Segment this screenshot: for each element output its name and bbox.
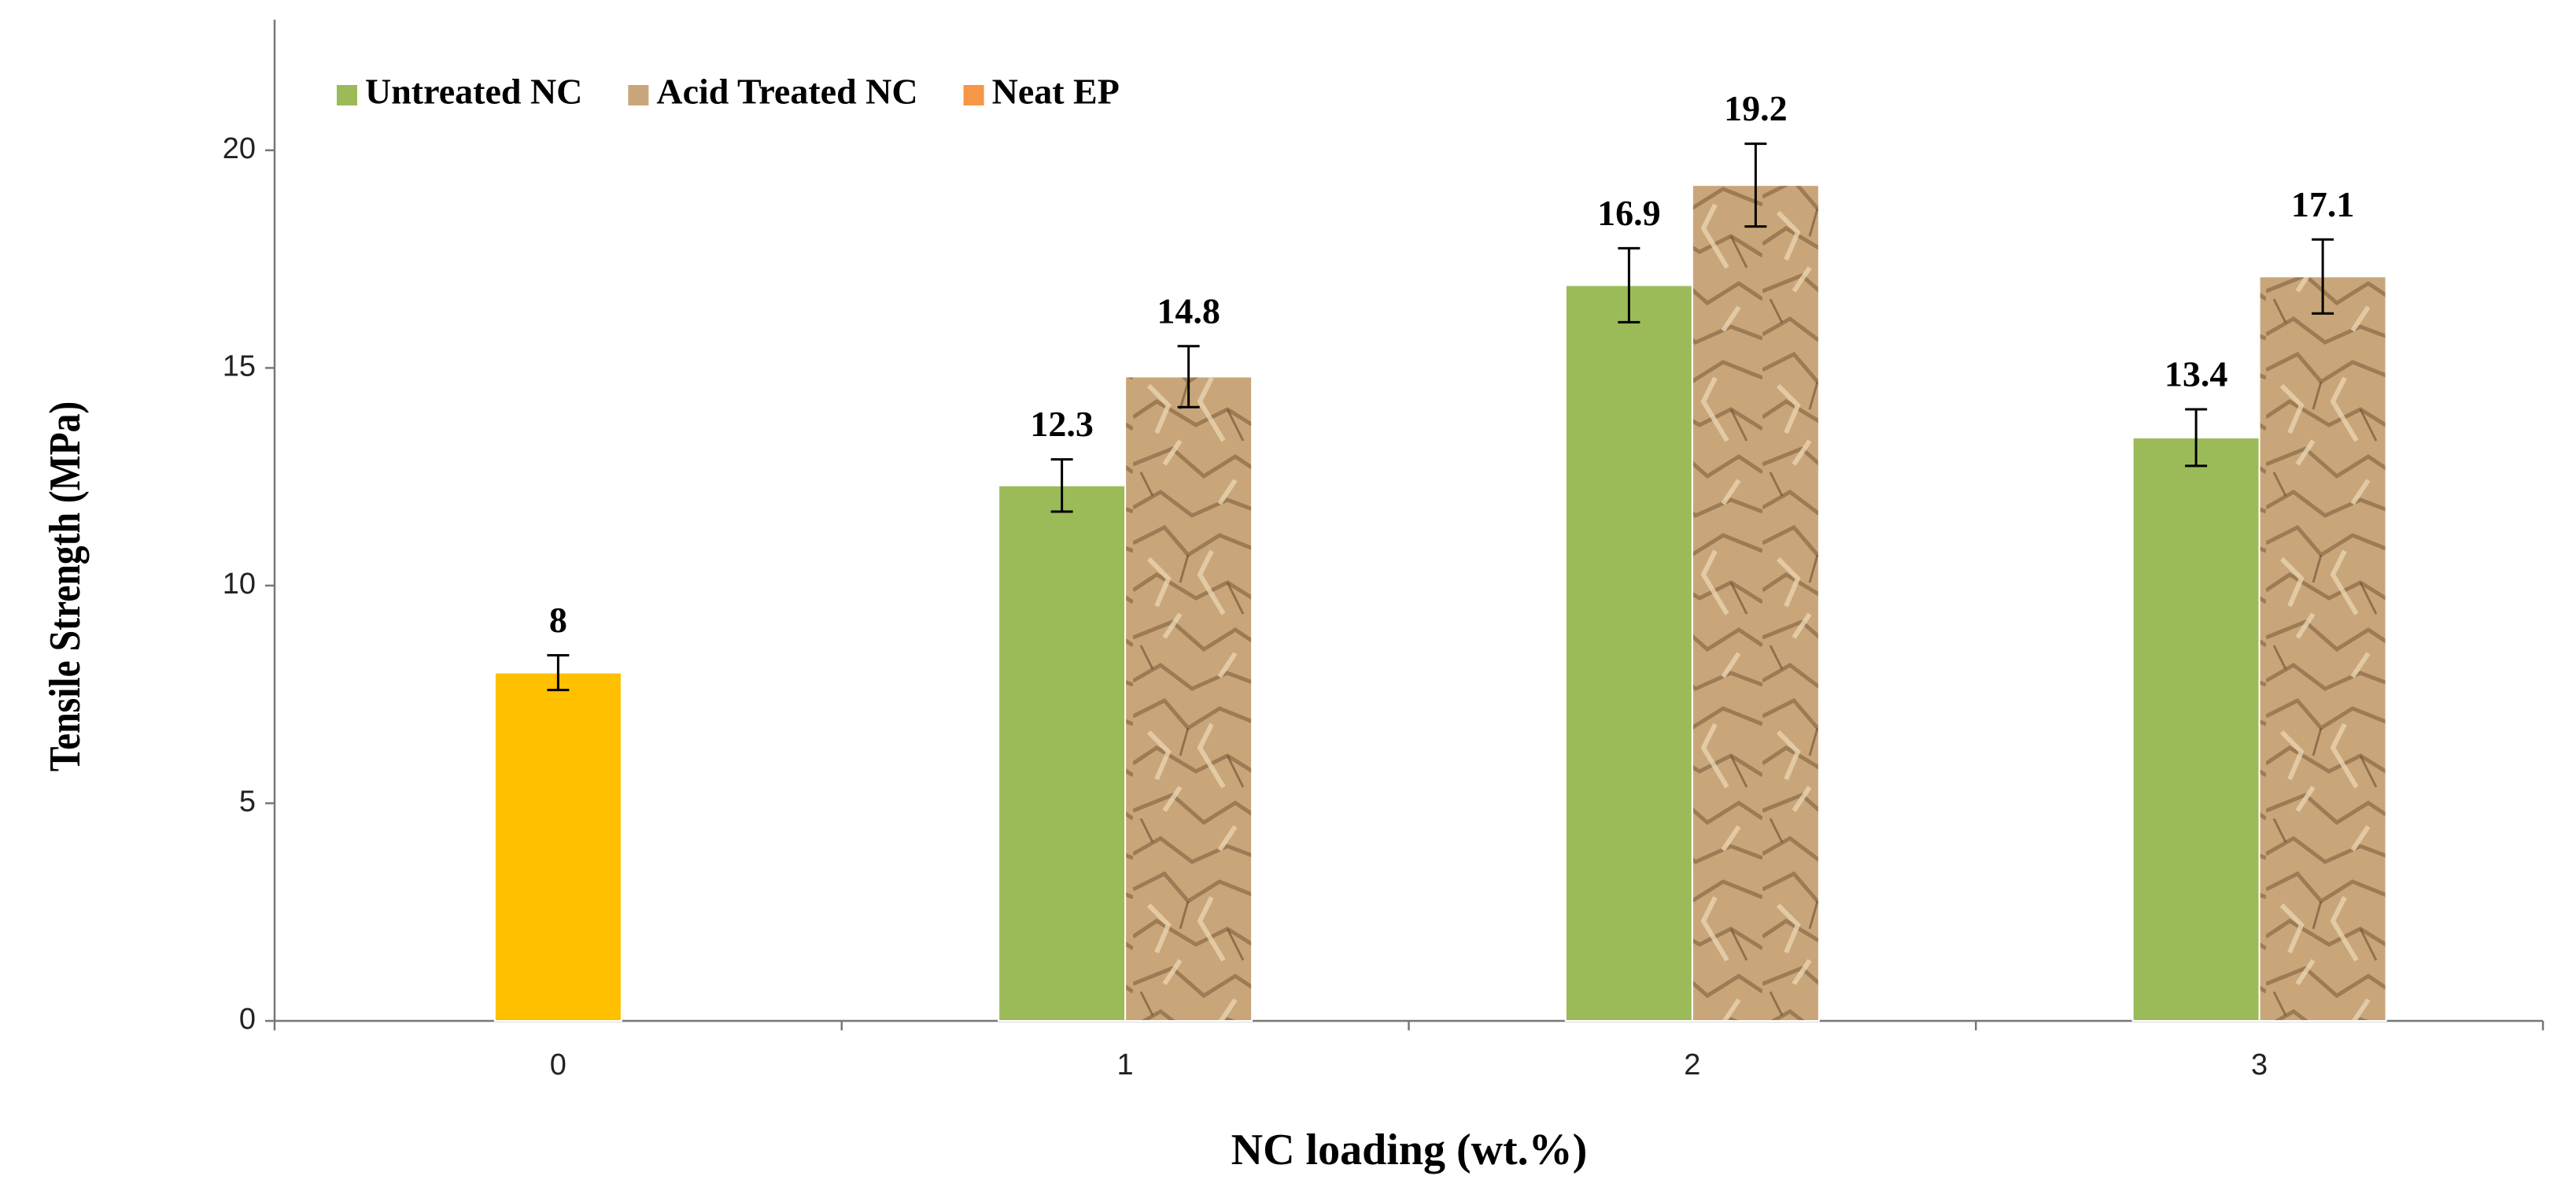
bar (1124, 375, 1253, 1022)
data-label: 12.3 (1030, 404, 1094, 444)
data-label: 14.8 (1157, 290, 1220, 331)
error-bar (2185, 408, 2208, 468)
data-label: 19.2 (1724, 88, 1788, 128)
error-bar (1618, 246, 1640, 324)
y-tick-label: 0 (239, 1003, 256, 1036)
legend-item: Untreated NC (337, 72, 582, 112)
error-bar (547, 653, 570, 692)
y-tick-label: 20 (223, 132, 256, 165)
error-bar (1177, 345, 1200, 409)
bar (1564, 284, 1693, 1022)
legend-label: Acid Treated NC (656, 72, 917, 112)
y-tick-label: 10 (223, 568, 256, 601)
x-tick-label: 1 (1117, 1048, 1134, 1082)
y-tick-label: 15 (223, 349, 256, 383)
x-tick-label: 2 (1684, 1048, 1700, 1082)
legend-label: Neat EP (992, 72, 1120, 112)
legend-label: Untreated NC (365, 72, 582, 112)
data-label: 13.4 (2165, 354, 2228, 394)
error-bar (2312, 238, 2334, 315)
bar (1691, 184, 1820, 1022)
data-label: 17.1 (2291, 184, 2355, 224)
legend-swatch (628, 85, 649, 105)
error-bar (1744, 142, 1767, 228)
x-tick-label: 0 (550, 1048, 566, 1082)
y-tick-label: 5 (239, 786, 256, 819)
legend-swatch (963, 85, 984, 105)
x-axis-title: NC loading (wt.%) (1231, 1126, 1588, 1174)
x-tick-label: 3 (2251, 1048, 2268, 1082)
bar (2131, 436, 2260, 1022)
legend-item: Acid Treated NC (628, 72, 918, 112)
error-bar (1050, 458, 1073, 513)
legend-swatch (337, 85, 357, 105)
data-label: 16.9 (1597, 193, 1661, 233)
legend-item: Neat EP (963, 72, 1120, 112)
y-axis-title: Tensile Strength (MPa) (41, 401, 89, 772)
bar (493, 671, 622, 1022)
bar (998, 484, 1127, 1022)
bar (2258, 275, 2387, 1022)
data-label: 8 (549, 600, 567, 640)
